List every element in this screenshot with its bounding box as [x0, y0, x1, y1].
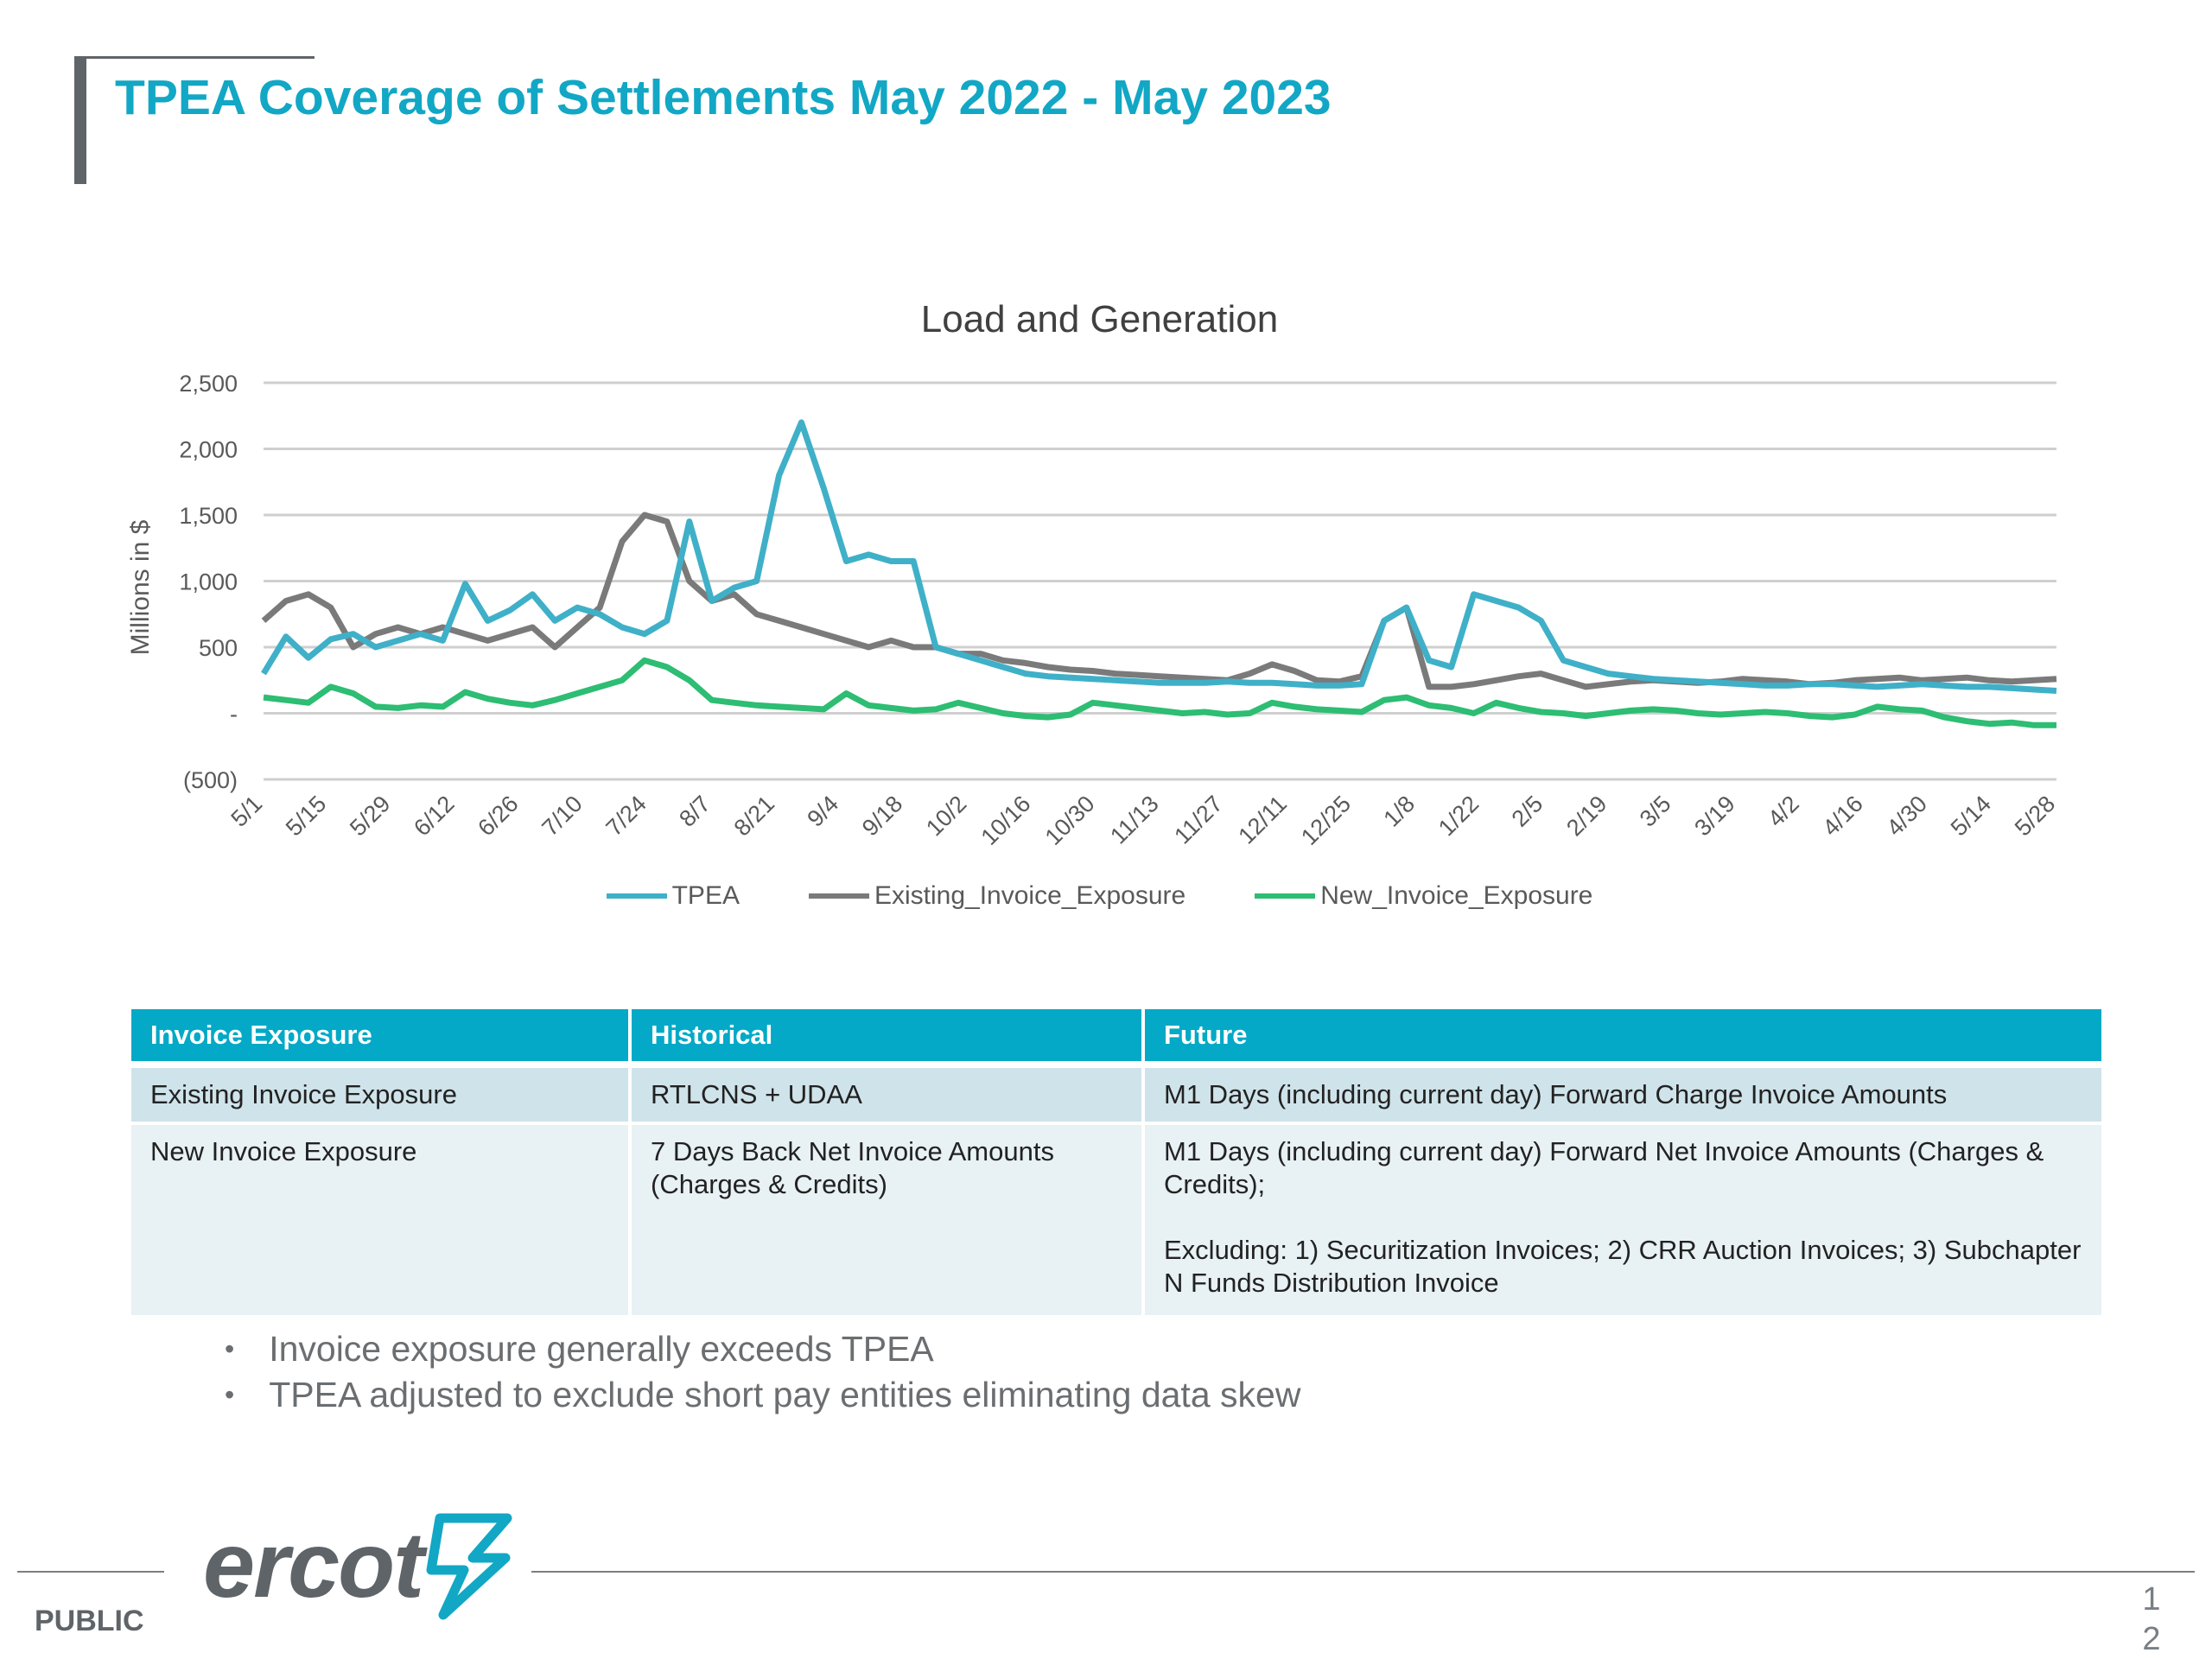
x-tick-label: 5/1: [226, 791, 267, 832]
bullet-list: Invoice exposure generally exceeds TPEA …: [216, 1326, 1300, 1418]
table-header-historical: Historical: [632, 1009, 1141, 1061]
table-header-future: Future: [1145, 1009, 2101, 1061]
x-tick-label: 4/16: [1818, 791, 1868, 841]
line-chart: 2,500 2,000 1,500 1,000 500 - (500) 5/1 5/15 5/2…: [126, 371, 2060, 850]
x-tick-label: 2/19: [1561, 791, 1611, 841]
x-axis-tick-labels: 5/1 5/15 5/29 6/12 6/26 7/10 7/24 8/7 8/21 9/4 9/1…: [226, 791, 2060, 850]
table-header-invoice-exposure: Invoice Exposure: [131, 1009, 628, 1061]
x-tick-label: 8/21: [729, 791, 779, 841]
page-number-digit: 2: [2142, 1621, 2161, 1657]
ercot-logo: ercot: [203, 1508, 518, 1620]
page-number: 1 2: [2134, 1580, 2169, 1659]
title-accent-bar: [74, 56, 86, 184]
series-line-tpea: [261, 419, 2057, 694]
x-tick-label: 12/25: [1296, 791, 1356, 850]
y-tick-label: 2,000: [179, 437, 238, 463]
x-tick-label: 3/5: [1635, 791, 1676, 832]
paragraph-gap: [1164, 1201, 2082, 1234]
legend-label-tpea: TPEA: [671, 881, 740, 910]
lightning-bolt-icon: [426, 1513, 512, 1620]
legend-item-existing: Existing_Invoice_Exposure: [808, 881, 1186, 911]
x-tick-label: 10/2: [921, 791, 971, 841]
page-number-digit: 1: [2142, 1581, 2161, 1618]
footer-rule-right: [531, 1571, 2195, 1573]
legend-swatch-new: [1255, 893, 1316, 899]
x-tick-label: 10/16: [976, 791, 1036, 850]
chart-gridlines: [264, 381, 2056, 781]
table-cell: RTLCNS + UDAA: [632, 1061, 1141, 1122]
series-line-new-invoice-exposure: [263, 657, 2056, 728]
x-tick-label: 12/11: [1233, 791, 1292, 849]
x-tick-label: 11/13: [1105, 791, 1164, 849]
x-tick-label: 4/2: [1763, 791, 1804, 832]
x-tick-label: 4/30: [1882, 791, 1932, 841]
legend-label-existing: Existing_Invoice_Exposure: [874, 881, 1186, 910]
footer-rule-left: [17, 1571, 164, 1573]
x-tick-label: 7/24: [601, 791, 652, 841]
y-tick-label: 2,500: [179, 371, 238, 397]
table-row: New Invoice Exposure 7 Days Back Net Inv…: [131, 1122, 2101, 1315]
x-tick-label: 6/26: [473, 791, 523, 841]
x-tick-label: 5/28: [2010, 791, 2060, 841]
page-title: TPEA Coverage of Settlements May 2022 - …: [115, 70, 1332, 125]
x-tick-label: 1/22: [1433, 791, 1484, 841]
chart-legend: TPEA Existing_Invoice_Exposure New_Invoi…: [0, 881, 2199, 911]
table-cell: 7 Days Back Net Invoice Amounts (Charges…: [632, 1122, 1141, 1315]
table-cell-future: M1 Days (including current day) Forward …: [1145, 1122, 2101, 1315]
x-tick-label: 1/8: [1378, 791, 1420, 832]
y-tick-label: 1,000: [179, 569, 238, 595]
legend-item-new: New_Invoice_Exposure: [1255, 881, 1592, 911]
x-tick-label: 3/19: [1689, 791, 1739, 841]
legend-item-tpea: TPEA: [606, 881, 740, 911]
table-cell: New Invoice Exposure: [131, 1122, 628, 1315]
series-line-existing-invoice-exposure: [261, 512, 2057, 690]
x-tick-label: 7/10: [537, 791, 587, 841]
chart-title: Load and Generation: [920, 298, 1279, 340]
x-tick-label: 9/18: [857, 791, 907, 841]
y-tick-label: -: [230, 702, 238, 728]
table-cell: M1 Days (including current day) Forward …: [1145, 1061, 2101, 1122]
x-tick-label: 8/7: [674, 791, 715, 832]
y-tick-label: 1,500: [179, 503, 238, 529]
invoice-exposure-table: Invoice Exposure Historical Future Exist…: [128, 1009, 2105, 1315]
y-axis-tick-labels: 2,500 2,000 1,500 1,000 500 - (500): [179, 371, 238, 793]
legend-label-new: New_Invoice_Exposure: [1320, 881, 1593, 910]
x-tick-label: 10/30: [1040, 791, 1100, 850]
table-header-row: Invoice Exposure Historical Future: [131, 1009, 2101, 1061]
x-tick-label: 2/5: [1507, 791, 1548, 832]
future-text-part2: Excluding: 1) Securitization Invoices; 2…: [1164, 1235, 2082, 1298]
x-tick-label: 5/29: [345, 791, 395, 841]
y-tick-label: (500): [183, 767, 238, 793]
x-tick-label: 5/14: [1946, 791, 1996, 841]
logo-wordmark: ercot: [203, 1511, 424, 1617]
bullet-item: TPEA adjusted to exclude short pay entit…: [216, 1372, 1300, 1418]
table-row: Existing Invoice Exposure RTLCNS + UDAA …: [131, 1061, 2101, 1122]
legend-swatch-existing: [808, 893, 869, 899]
y-axis-label: Millions in $: [126, 519, 155, 655]
legend-swatch-tpea: [606, 893, 667, 899]
title-accent-rule: [74, 56, 315, 59]
x-tick-label: 11/27: [1169, 791, 1228, 849]
future-text-part1: M1 Days (including current day) Forward …: [1164, 1136, 2044, 1199]
bullet-item: Invoice exposure generally exceeds TPEA: [216, 1326, 1300, 1372]
chart-series: [261, 419, 2057, 728]
x-tick-label: 9/4: [802, 791, 843, 832]
x-tick-label: 5/15: [281, 791, 331, 841]
y-tick-label: 500: [199, 635, 238, 661]
public-label: PUBLIC: [35, 1605, 144, 1637]
x-tick-label: 6/12: [409, 791, 459, 841]
table-cell: Existing Invoice Exposure: [131, 1061, 628, 1122]
